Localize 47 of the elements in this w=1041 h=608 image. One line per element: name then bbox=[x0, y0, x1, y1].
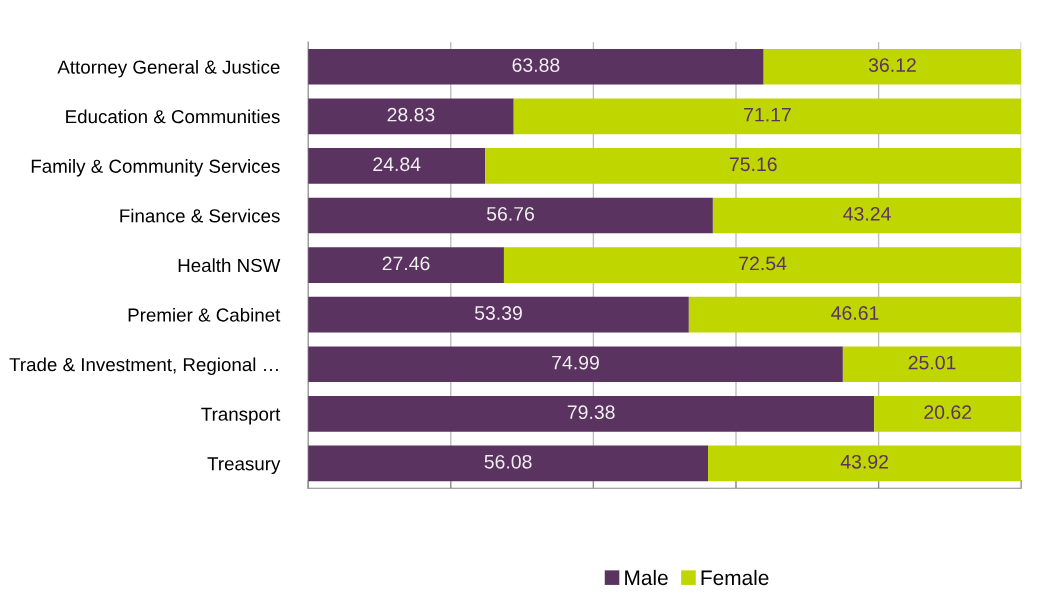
data-label: 25.01 bbox=[908, 355, 956, 370]
y-tick-label: Transport bbox=[201, 407, 281, 425]
y-tick-label: Education & Communities bbox=[66, 109, 280, 124]
bar bbox=[763, 48, 1022, 85]
bar bbox=[308, 296, 689, 333]
y-tick-label: Health NSW bbox=[178, 258, 281, 273]
bar bbox=[308, 98, 514, 135]
bar bbox=[308, 197, 713, 234]
bar bbox=[308, 48, 764, 85]
bar bbox=[485, 148, 1022, 184]
legend-label: Male bbox=[625, 569, 668, 586]
data-label: 63.88 bbox=[512, 58, 560, 72]
data-label: 53.39 bbox=[474, 306, 522, 320]
data-label: 36.12 bbox=[868, 58, 916, 72]
bar bbox=[503, 247, 1022, 283]
data-label: 43.24 bbox=[843, 206, 891, 221]
bar bbox=[842, 346, 1022, 383]
data-label: 71.17 bbox=[744, 107, 791, 122]
bar bbox=[874, 395, 1022, 432]
data-label: 27.46 bbox=[382, 256, 430, 271]
data-label: 74.99 bbox=[552, 355, 599, 370]
bar bbox=[688, 296, 1022, 333]
data-label: 20.62 bbox=[924, 405, 972, 420]
legend-label: Female bbox=[701, 569, 769, 586]
y-tick-label: Finance & Services bbox=[120, 208, 280, 223]
bar bbox=[308, 247, 504, 283]
bar bbox=[308, 148, 486, 184]
data-label: 24.84 bbox=[373, 157, 421, 172]
bar bbox=[708, 445, 1022, 482]
data-label: 43.92 bbox=[840, 454, 888, 469]
data-label: 46.61 bbox=[831, 306, 879, 320]
data-label: 72.54 bbox=[739, 256, 787, 271]
y-tick-label: Premier & Cabinet bbox=[128, 307, 281, 322]
y-tick-label: Treasury bbox=[207, 457, 281, 475]
bar bbox=[308, 395, 875, 432]
bar bbox=[308, 346, 843, 383]
data-label: 75.16 bbox=[729, 157, 777, 172]
data-label: 56.76 bbox=[486, 206, 534, 221]
bar bbox=[712, 197, 1022, 234]
data-label: 28.83 bbox=[387, 107, 435, 122]
y-tick-label: Trade & Investment, Regional … bbox=[9, 357, 278, 375]
data-label: 56.08 bbox=[484, 454, 532, 469]
bar bbox=[308, 445, 709, 482]
y-tick-label: Family & Community Services bbox=[31, 159, 280, 177]
y-tick-label: Attorney General & Justice bbox=[57, 59, 280, 78]
bar bbox=[513, 98, 1022, 135]
data-label: 79.38 bbox=[567, 405, 615, 420]
